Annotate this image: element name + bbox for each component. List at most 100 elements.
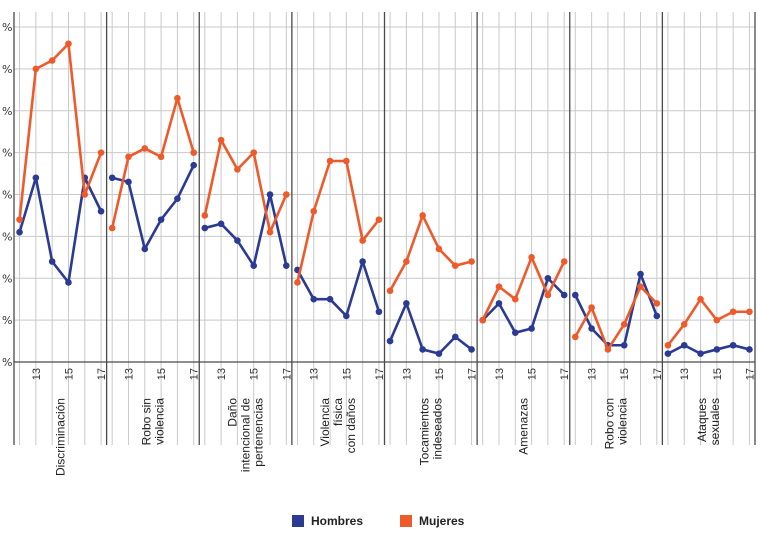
data-point-mujeres <box>201 212 209 219</box>
data-point-hombres <box>266 191 274 198</box>
y-tick-label: % <box>2 272 12 285</box>
x-tick-label: 13 <box>401 368 413 380</box>
series-line-hombres <box>481 276 566 334</box>
y-tick-label: % <box>2 105 12 118</box>
category-label: Discriminación <box>53 398 67 476</box>
legend-label-mujeres: Mujeres <box>419 514 465 528</box>
x-tick-label: 15 <box>712 368 724 380</box>
y-tick-label: % <box>2 147 12 160</box>
data-point-mujeres <box>375 216 383 223</box>
x-tick-label: 15 <box>527 368 539 380</box>
category-label-line: Robo sin <box>139 398 153 445</box>
data-point-mujeres <box>419 212 426 219</box>
data-point-mujeres <box>468 258 475 265</box>
data-point-hombres <box>32 174 40 182</box>
data-point-mujeres <box>266 228 274 236</box>
x-tick-label: 13 <box>31 368 43 380</box>
data-point-hombres <box>435 350 443 357</box>
data-point-mujeres <box>653 300 661 307</box>
x-tick-label: 13 <box>309 368 321 380</box>
category-label-line: Robo con <box>603 398 617 449</box>
data-point-mujeres <box>157 153 165 161</box>
x-tick-label: 15 <box>63 368 75 380</box>
data-point-hombres <box>544 274 552 282</box>
category-label: Ataques sexuales <box>695 398 722 445</box>
data-point-mujeres <box>16 216 23 223</box>
x-tick-label: 13 <box>679 368 691 380</box>
category-label-line: Discriminación <box>53 398 67 476</box>
series-line-hombres <box>296 260 381 318</box>
data-point-mujeres <box>81 191 89 198</box>
data-point-hombres <box>108 174 116 182</box>
x-tick-label: 15 <box>156 368 168 380</box>
data-point-mujeres <box>544 291 552 299</box>
data-point-hombres <box>588 325 595 332</box>
data-point-hombres <box>375 308 383 316</box>
data-point-mujeres <box>620 321 628 328</box>
axes: %%%%%%%%% 13 15 17 13 15 17 13 15 17 13 15 17 13 15 17 1… <box>2 12 756 445</box>
y-tick-label: % <box>2 356 12 369</box>
data-point-mujeres <box>680 321 688 328</box>
data-point-hombres <box>234 237 241 244</box>
data-point-mujeres <box>386 287 394 295</box>
y-tick-label: % <box>2 314 12 327</box>
series-line-mujeres <box>481 256 566 321</box>
data-point-mujeres <box>697 295 704 303</box>
category-label-line: intencional de <box>239 398 253 472</box>
x-tick-label: 13 <box>587 368 599 380</box>
data-point-mujeres <box>343 157 350 165</box>
data-point-mujeres <box>65 40 72 48</box>
x-tick-label: 15 <box>619 368 631 380</box>
data-point-mujeres <box>528 254 535 261</box>
data-point-mujeres <box>190 149 197 156</box>
x-tick-label: 17 <box>96 368 108 380</box>
data-point-hombres <box>729 341 737 349</box>
data-point-hombres <box>97 207 105 215</box>
data-point-hombres <box>174 195 181 202</box>
category-label: Robo con violencia <box>603 398 630 450</box>
series-line-mujeres <box>574 285 658 351</box>
y-tick-label: % <box>2 63 12 76</box>
data-point-mujeres <box>174 94 181 102</box>
data-point-hombres <box>572 291 579 299</box>
x-tick-label: 17 <box>281 368 293 380</box>
data-point-hombres <box>664 350 672 357</box>
data-point-hombres <box>326 295 334 303</box>
series-line-mujeres <box>666 297 750 347</box>
data-point-hombres <box>680 341 688 349</box>
data-point-mujeres <box>141 145 149 152</box>
legend: Hombres Mujeres <box>292 514 465 528</box>
x-tick-label: 17 <box>189 368 201 380</box>
data-point-hombres <box>620 341 628 349</box>
data-point-mujeres <box>713 316 721 324</box>
category-label: Daño intencional de pertenencias <box>226 398 266 472</box>
data-point-mujeres <box>97 149 105 156</box>
legend-swatch-mujeres <box>400 515 412 527</box>
data-point-mujeres <box>48 57 56 64</box>
data-point-mujeres <box>572 333 579 341</box>
data-point-hombres <box>201 224 209 232</box>
x-tick-label: 17 <box>467 368 479 380</box>
data-point-hombres <box>359 258 366 265</box>
data-point-mujeres <box>294 279 301 286</box>
data-point-hombres <box>419 346 426 353</box>
x-tick-label: 15 <box>434 368 446 380</box>
category-label-line: Amenazas <box>516 398 530 455</box>
data-point-mujeres <box>604 346 612 353</box>
data-point-mujeres <box>108 224 116 232</box>
data-point-hombres <box>250 262 258 269</box>
x-tick-label: 15 <box>341 368 353 380</box>
data-point-hombres <box>653 312 661 320</box>
series-line-hombres <box>667 343 750 355</box>
category-label-line: sexuales <box>708 398 722 445</box>
data-point-mujeres <box>746 308 753 316</box>
data-point-hombres <box>511 329 519 336</box>
data-point-mujeres <box>234 166 241 173</box>
series-line-hombres <box>574 272 659 347</box>
category-label-line: Ataques <box>695 398 709 442</box>
data-point-mujeres <box>729 308 737 316</box>
data-point-mujeres <box>310 207 318 215</box>
data-point-hombres <box>746 346 753 353</box>
category-label-line: con daños <box>344 398 358 453</box>
